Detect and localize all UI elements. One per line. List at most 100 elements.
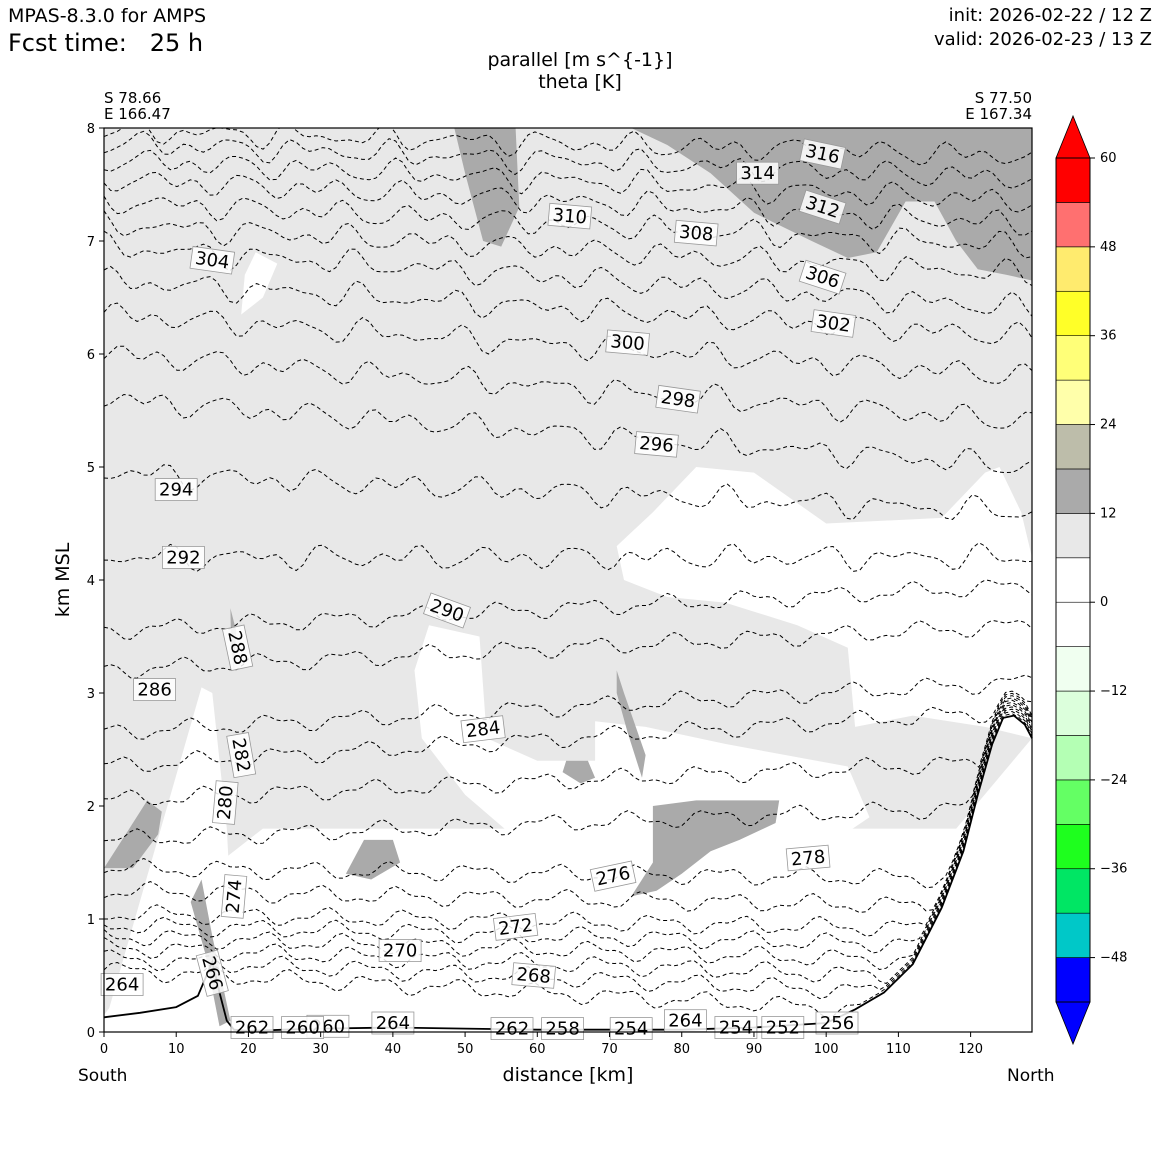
colorbar-segment: [1055, 157, 1091, 203]
colorbar-tick-label: 48: [1100, 240, 1117, 255]
contour-label: 256: [815, 1011, 859, 1035]
contour-label-text: 268: [516, 964, 552, 988]
y-tick-label: 8: [87, 122, 95, 137]
colorbar: 60 48 36 24 12 0 −12 −24 −36 −48: [1055, 114, 1127, 1046]
colorbar-segment: [1055, 690, 1091, 736]
theta-contour-296: [104, 393, 1032, 474]
x-tick-label: 20: [240, 1042, 257, 1057]
colorbar-segment: [1055, 601, 1091, 647]
contour-label: 292: [161, 546, 205, 569]
contour-label: 254: [609, 1017, 653, 1040]
wind-region-8: [345, 839, 401, 880]
contour-label: 298: [655, 384, 701, 414]
forecast-time: Fcst time: 25 h: [8, 29, 204, 57]
colorbar-segment: [1055, 824, 1091, 870]
contour-label-box: [541, 1017, 584, 1040]
contour-label-text: 274: [223, 878, 247, 914]
x-axis-label: distance [km]: [502, 1064, 634, 1086]
contour-label-box: [798, 189, 847, 225]
contour-label: 294: [154, 478, 198, 502]
colorbar-extend-max: [1055, 114, 1091, 159]
contour-label-text: 292: [166, 547, 200, 568]
theta-contour-288: [104, 619, 1032, 679]
y-tick-label: 2: [87, 800, 95, 815]
contour-label-box: [673, 219, 719, 247]
contour-label: 300: [605, 329, 650, 356]
contour-label: 262: [230, 1016, 274, 1039]
contour-label-box: [230, 1016, 274, 1039]
contour-label-text: 314: [740, 163, 774, 184]
contour-label-box: [798, 259, 847, 295]
colorbar-tick-label: 0: [1100, 595, 1108, 610]
colorbar-tick-label: 24: [1100, 418, 1117, 433]
colorbar-extend-min: [1055, 1001, 1091, 1046]
south-label: South: [78, 1066, 128, 1086]
colorbar-tick-label: 36: [1100, 329, 1117, 344]
colorbar-segment: [1055, 246, 1091, 292]
contour-label-text: 298: [660, 387, 697, 413]
colorbar-segment: [1055, 735, 1091, 781]
colorbar-segment: [1055, 779, 1091, 825]
axes-layer: 0 10 20 30 40 50 60 70 80 90 100 110 120 0 1 2 3 4 5 6 7 8: [87, 122, 1033, 1057]
contour-label-text: 260: [285, 1018, 319, 1039]
contour-label-text: 296: [638, 433, 674, 457]
contour-label-box: [810, 309, 857, 338]
contour-label: 310: [547, 202, 593, 230]
contour-label-text: 264: [668, 1011, 702, 1032]
contour-label-box: [547, 202, 593, 230]
contour-label-text: 254: [719, 1018, 753, 1039]
contour-label-text: 278: [790, 847, 826, 871]
contour-label-box: [736, 161, 779, 185]
y-tick-label: 5: [87, 461, 95, 476]
contour-label-box: [195, 949, 229, 997]
right-latitude: S 77.50: [974, 89, 1032, 107]
theta-contour-304: [104, 230, 1032, 317]
theta-contour-272: [104, 704, 1032, 954]
contour-label-box: [605, 329, 650, 356]
colorbar-segment: [1055, 379, 1091, 425]
right-longitude: E 167.34: [965, 105, 1032, 123]
colorbar-segment: [1055, 557, 1091, 603]
theta-contour-310: [104, 171, 1032, 236]
y-tick-label: 6: [87, 348, 95, 363]
wind-region-9: [631, 800, 780, 897]
contour-label: 308: [673, 219, 719, 247]
contour-label-box: [133, 678, 177, 701]
contour-label-text: 256: [820, 1013, 854, 1034]
x-tick-label: 70: [601, 1042, 618, 1057]
contour-label-text: 280: [214, 785, 238, 821]
chart-subtitle: theta [K]: [538, 71, 622, 93]
contour-label: 296: [634, 431, 679, 458]
contour-label: 262: [490, 1017, 534, 1040]
contour-label: 252: [761, 1016, 805, 1039]
colorbar-tick-label: −36: [1100, 862, 1127, 877]
theta-contour-312: [104, 149, 1032, 213]
contour-label-box: [460, 715, 506, 744]
x-tick-label: 0: [100, 1042, 108, 1057]
theta-contour-306: [104, 210, 1032, 287]
wind-region-10: [616, 670, 646, 778]
y-tick-label: 3: [87, 687, 95, 702]
theta-contour-316: [104, 128, 1032, 166]
contour-label-box: [511, 962, 557, 989]
contour-label: 282: [226, 732, 257, 779]
contour-label-box: [490, 1017, 534, 1040]
contour-label-box: [655, 384, 701, 414]
contour-label: 284: [460, 715, 506, 744]
contour-label-box: [634, 431, 679, 458]
contour-label-text: 276: [594, 863, 632, 891]
contour-label-text: 286: [137, 680, 171, 701]
contour-label-text: 300: [610, 331, 646, 355]
colorbar-tick-label: −12: [1100, 684, 1127, 699]
contour-label-text: 262: [235, 1018, 269, 1039]
contour-label-text: 284: [465, 717, 502, 742]
valid-time: valid: 2026-02-23 / 13 Z: [934, 29, 1152, 50]
theta-contour-286: [104, 674, 1032, 740]
contour-label-text: 294: [159, 480, 193, 501]
theta-contour-308: [104, 195, 1032, 259]
theta-contour-274: [104, 701, 1032, 937]
x-tick-label: 120: [958, 1042, 983, 1057]
contour-label-text: 264: [376, 1013, 410, 1034]
contour-label-box: [714, 1016, 758, 1039]
